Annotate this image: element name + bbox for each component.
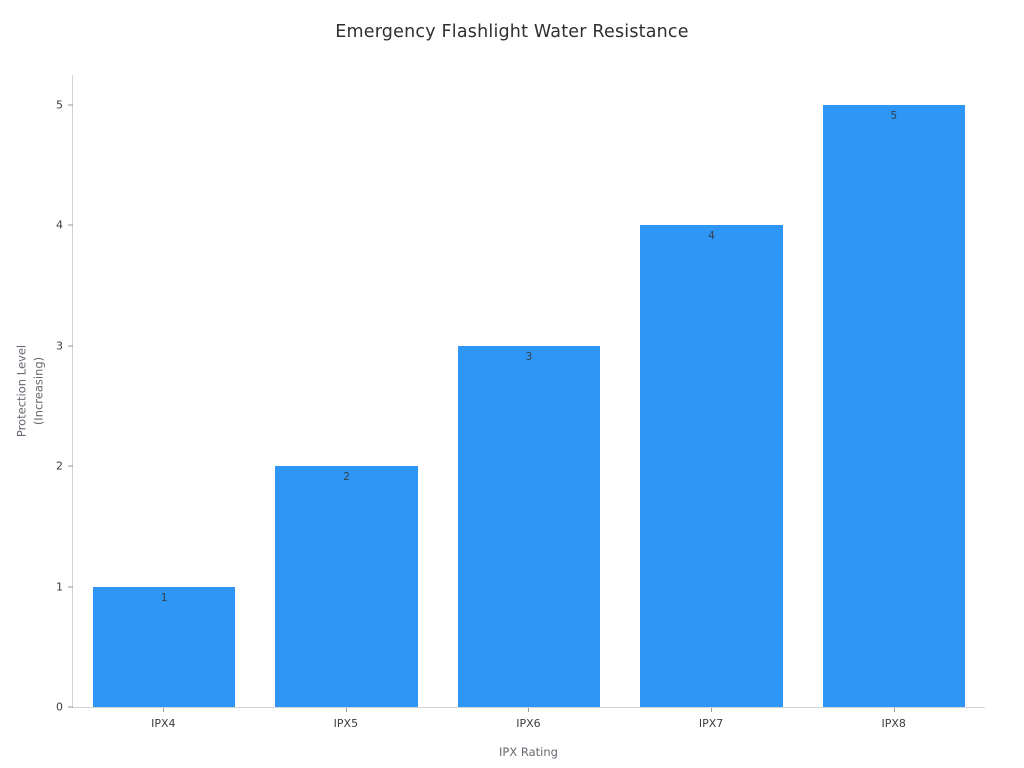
bar-group: 1 <box>73 75 255 707</box>
x-tick-mark <box>345 708 347 712</box>
y-tick-mark <box>68 706 73 708</box>
bar-ipx6: 3 <box>457 345 601 707</box>
bar-ipx8: 5 <box>822 105 965 707</box>
y-tick-label: 3 <box>56 339 63 353</box>
x-tick: IPX8 <box>802 708 985 730</box>
x-tick-label: IPX6 <box>516 717 541 730</box>
y-tick-label: 1 <box>56 580 63 594</box>
bar-group: 5 <box>803 75 985 707</box>
bar-ipx5: 2 <box>275 466 418 707</box>
y-axis-title: Protection Level (Increasing) <box>13 345 46 437</box>
y-axis-title-line-1: Protection Level <box>14 344 29 438</box>
y-tick-label: 0 <box>56 700 63 714</box>
x-tick: IPX4 <box>72 708 255 730</box>
x-tick-mark <box>711 708 713 712</box>
bar-ipx4: 1 <box>93 586 236 707</box>
bar-value-label: 4 <box>708 230 715 243</box>
bar-value-label: 3 <box>525 350 533 363</box>
x-axis-ticks: IPX4 IPX5 IPX6 IPX7 IPX8 <box>72 708 985 730</box>
y-tick-mark <box>68 224 73 226</box>
x-tick-mark <box>528 708 530 712</box>
plot-area: 0 1 2 3 4 5 1 2 3 4 5 <box>56 75 985 714</box>
y-tick-mark <box>68 465 73 467</box>
y-axis-title-line-2: (Increasing) <box>31 356 45 426</box>
y-tick-label: 5 <box>56 98 63 112</box>
y-tick-label: 4 <box>56 218 63 232</box>
x-tick-mark <box>163 708 165 712</box>
y-tick-mark <box>68 345 73 347</box>
y-tick-mark <box>68 586 73 588</box>
bars: 1 2 3 4 5 <box>73 75 985 707</box>
y-tick-label: 2 <box>56 459 63 473</box>
x-tick-label: IPX5 <box>333 717 359 730</box>
y-axis-ticks: 0 1 2 3 4 5 <box>56 75 985 714</box>
x-tick: IPX7 <box>620 708 803 730</box>
bar-ipx7: 4 <box>640 225 783 707</box>
bar-group: 4 <box>620 75 802 707</box>
x-tick-label: IPX4 <box>151 717 176 730</box>
x-tick-label: IPX8 <box>881 717 906 730</box>
bar-group: 3 <box>438 75 620 707</box>
x-axis-title: IPX Rating <box>499 745 558 759</box>
x-tick-label: IPX7 <box>698 717 724 730</box>
bar-value-label: 5 <box>890 110 898 123</box>
bar-group: 2 <box>255 75 437 707</box>
y-tick-mark <box>68 104 73 106</box>
x-tick: IPX6 <box>437 708 620 730</box>
x-tick: IPX5 <box>255 708 438 730</box>
bar-value-label: 1 <box>160 591 168 604</box>
x-tick-mark <box>893 708 895 712</box>
bar-value-label: 2 <box>343 471 350 484</box>
chart-title: Emergency Flashlight Water Resistance <box>335 22 689 42</box>
